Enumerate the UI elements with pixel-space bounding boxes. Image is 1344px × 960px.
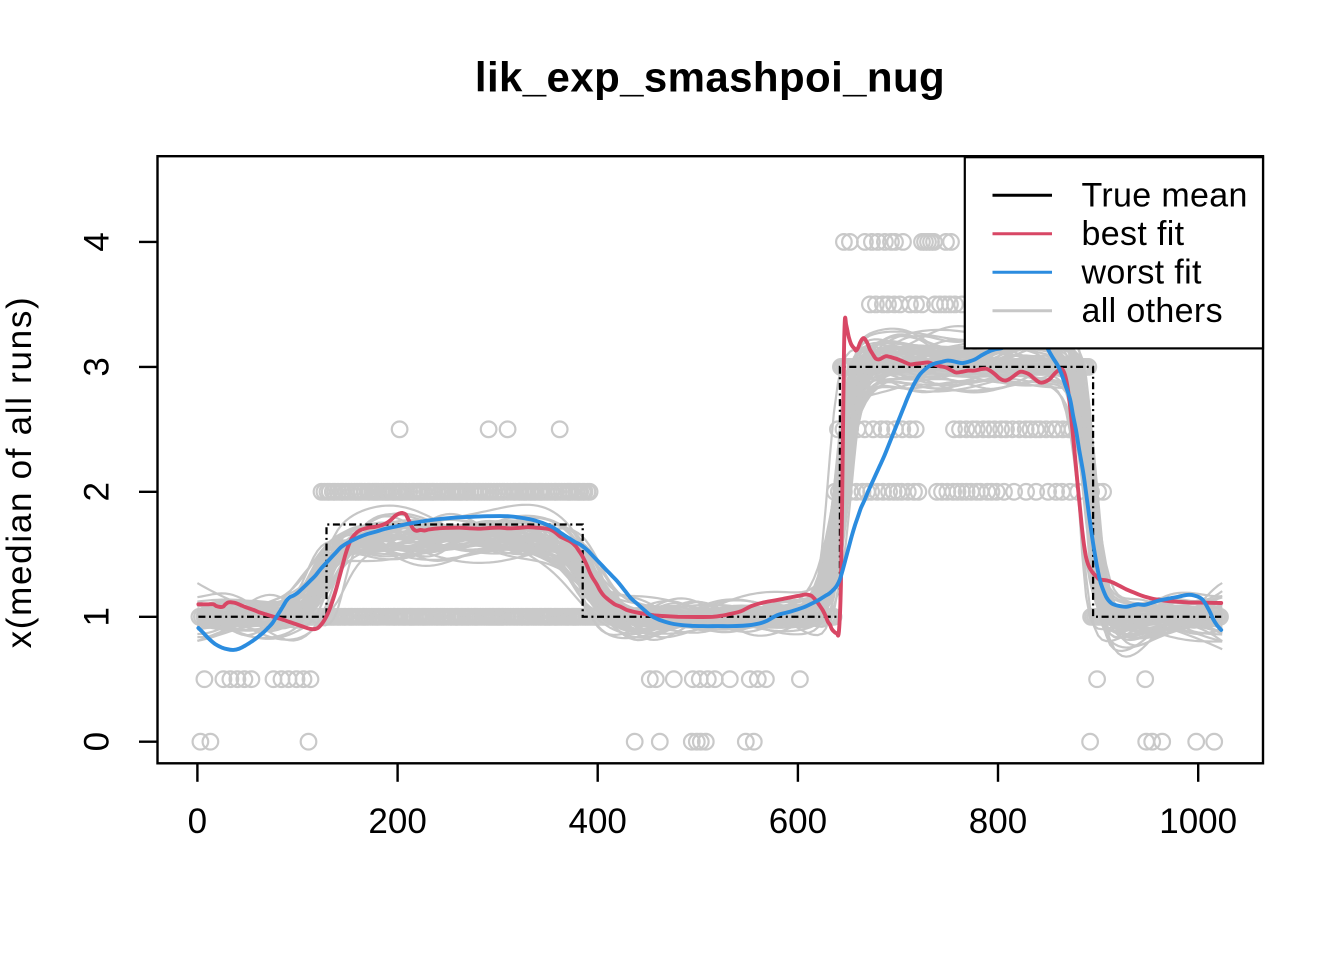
svg-text:0: 0 (188, 802, 207, 841)
svg-text:all others: all others (1082, 292, 1223, 330)
svg-text:4: 4 (78, 232, 117, 251)
svg-text:1000: 1000 (1159, 802, 1237, 841)
svg-text:3: 3 (78, 357, 117, 376)
svg-text:200: 200 (368, 802, 426, 841)
svg-text:2: 2 (78, 482, 117, 501)
svg-text:best fit: best fit (1082, 215, 1185, 253)
svg-text:1: 1 (78, 607, 117, 626)
svg-text:0: 0 (78, 732, 117, 751)
svg-text:x(median of all runs): x(median of all runs) (0, 296, 39, 649)
svg-text:True mean: True mean (1082, 177, 1248, 215)
svg-text:400: 400 (568, 802, 626, 841)
svg-text:800: 800 (969, 802, 1027, 841)
svg-text:worst fit: worst fit (1081, 254, 1202, 292)
svg-text:lik_exp_smashpoi_nug: lik_exp_smashpoi_nug (475, 53, 945, 100)
svg-text:600: 600 (769, 802, 827, 841)
